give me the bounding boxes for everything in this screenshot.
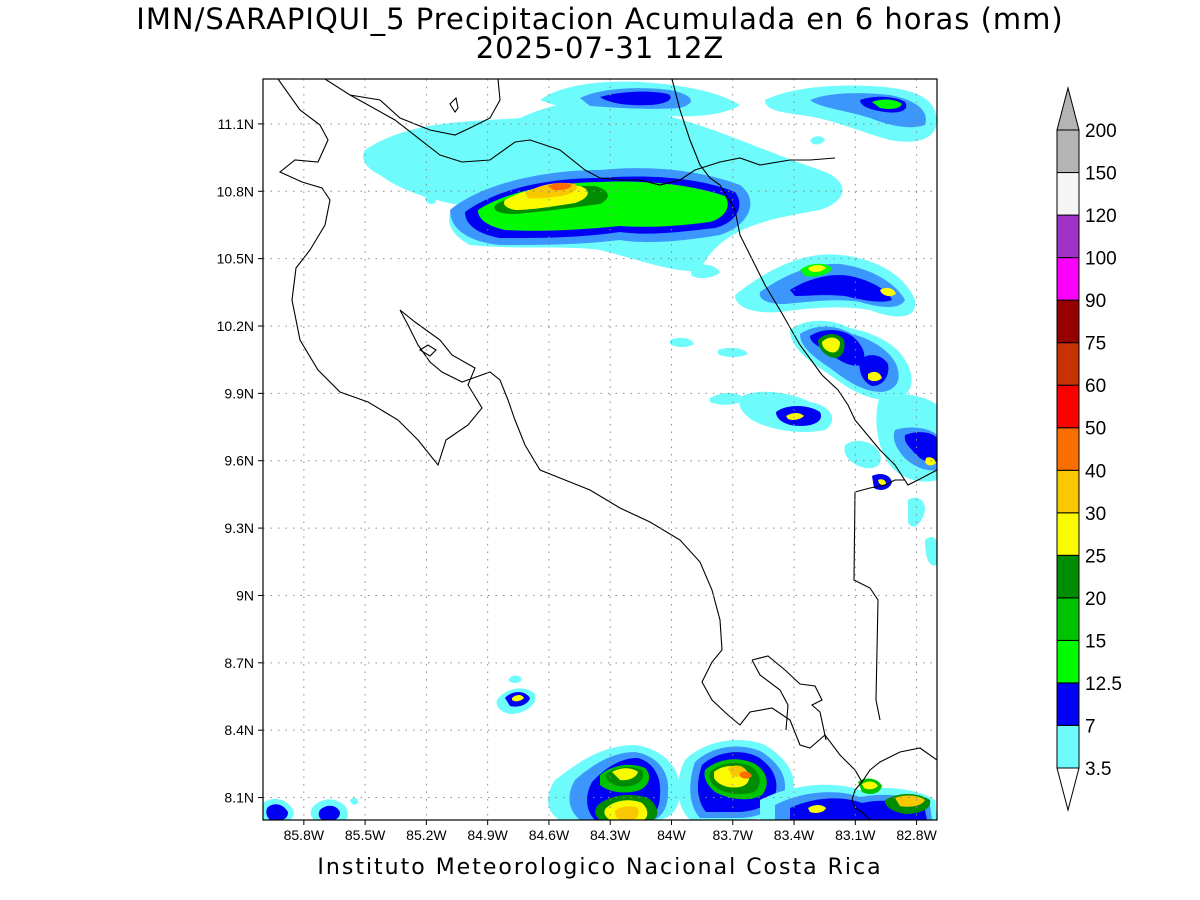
lat-tick-label: 9.9N (224, 385, 254, 401)
precip-contour-level-6 (808, 265, 826, 272)
lon-tick-label: 85.8W (284, 827, 325, 843)
colorbar-min-arrow (1056, 767, 1080, 812)
precip-contour-level-2 (266, 804, 288, 820)
colorbar-swatch (1056, 427, 1080, 471)
lon-tick-label: 84.3W (590, 827, 631, 843)
coastline (277, 79, 937, 820)
precip-contour-level-8 (548, 182, 572, 191)
lon-tick-label: 84.9W (467, 827, 508, 843)
lat-tick-label: 9.3N (224, 520, 254, 536)
precip-contour-level-6 (880, 287, 896, 297)
precip-contour-level-3 (872, 99, 902, 109)
precip-contour-level-6 (868, 371, 882, 382)
colorbar-level-label: 50 (1085, 419, 1106, 440)
lat-tick-label: 8.4N (224, 722, 254, 738)
lon-tick-label: 83.1W (835, 827, 876, 843)
colorbar-level-label: 60 (1085, 376, 1106, 397)
precip-contour-level-7 (895, 795, 925, 807)
lat-tick-label: 11.1N (218, 116, 254, 132)
lat-tick-label: 10.8N (217, 183, 254, 199)
lon-tick-label: 82.8W (896, 827, 937, 843)
colorbar-level-label: 7 (1085, 716, 1096, 737)
colorbar-level-label: 75 (1085, 334, 1106, 355)
precip-contour-level-6 (808, 805, 826, 813)
colorbar-swatch (1056, 597, 1080, 641)
lat-tick-label: 8.1N (224, 790, 254, 806)
colorbar-level-label: 25 (1085, 546, 1106, 567)
colorbar-level-label: 3.5 (1085, 759, 1111, 780)
lon-tick-label: 83.7W (713, 827, 754, 843)
precip-contour-level-2 (318, 805, 340, 820)
precip-contour-level-6 (612, 768, 638, 781)
colorbar-swatch (1056, 724, 1080, 769)
colorbar-swatch (1056, 554, 1080, 599)
colorbar-level-label: 12.5 (1085, 674, 1122, 695)
colorbar-level-label: 120 (1085, 206, 1117, 227)
lat-tick-label: 9N (236, 587, 254, 603)
precip-contour-level-0 (710, 392, 745, 405)
colorbar-swatch (1056, 129, 1080, 174)
colorbar-swatch (1056, 257, 1080, 301)
colorbar-swatch (1056, 299, 1080, 344)
precip-contour-level-0 (425, 195, 436, 205)
map-frame (262, 78, 938, 821)
colorbar-level-label: 30 (1085, 504, 1106, 525)
precip-contour-level-0 (690, 264, 720, 279)
colorbar-level-label: 150 (1085, 164, 1117, 185)
precip-contour-level-6 (862, 781, 878, 790)
colorbar-level-label: 40 (1085, 461, 1106, 482)
lat-axis-labels: 11.1N 10.8N 10.5N 10.2N 9.9N 9.6N 9.3N 9N 8.7N 8.… (217, 116, 263, 806)
lon-tick-label: 85.2W (406, 827, 447, 843)
precip-contour-level-0 (844, 440, 881, 469)
precip-contour-level-2 (600, 91, 671, 106)
precip-contour-level-0 (810, 136, 825, 145)
colorbar-level-label: 15 (1085, 631, 1106, 652)
precip-contour-level-0 (508, 675, 522, 683)
colorbar-legend: 3.5 7 12.5 15 20 25 30 40 50 60 75 90 100 120 150 200 (1056, 86, 1122, 812)
colorbar-swatch (1056, 384, 1080, 429)
colorbar-level-label: 200 (1085, 121, 1117, 142)
precip-contour-level-0 (718, 347, 748, 357)
colorbar-swatch (1056, 214, 1080, 259)
colorbar-swatch (1056, 639, 1080, 684)
colorbar-swatch (1056, 512, 1080, 556)
precip-contour-level-2 (904, 432, 937, 463)
lat-tick-label: 10.2N (217, 318, 254, 334)
precip-contour-level-6 (878, 479, 886, 485)
lat-tick-label: 9.6N (224, 453, 254, 469)
precip-contour-level-6 (822, 337, 840, 353)
precip-contour-level-2 (790, 274, 892, 302)
precip-contour-level-6 (925, 457, 936, 466)
colorbar-swatch (1056, 469, 1080, 514)
colorbar-swatch (1056, 342, 1080, 386)
precip-contour-level-8 (740, 771, 752, 779)
precip-contour-level-0 (670, 337, 694, 347)
colorbar-level-label: 90 (1085, 291, 1106, 312)
lon-tick-label: 83.4W (774, 827, 815, 843)
lat-tick-label: 8.7N (224, 655, 254, 671)
precip-contour-level-6 (786, 413, 804, 420)
map-datetime: 2025-07-31 12Z (475, 31, 725, 65)
colorbar-level-label: 100 (1085, 249, 1117, 270)
map-title: IMN/SARAPIQUI_5 Precipitacion Acumulada … (136, 2, 1064, 36)
colorbar-level-label: 20 (1085, 589, 1106, 610)
lon-axis-labels: 85.8W 85.5W 85.2W 84.9W 84.6W 84.3W 84W 83.7W 83… (284, 820, 938, 843)
precip-contour-level-0 (908, 497, 925, 527)
precip-contour-level-7 (615, 806, 639, 820)
precipitation-field (263, 81, 937, 820)
lon-tick-label: 85.5W (345, 827, 386, 843)
precip-contour-level-0 (925, 537, 937, 566)
footer-credit: Instituto Meteorologico Nacional Costa R… (317, 855, 883, 880)
lon-tick-label: 84.6W (529, 827, 570, 843)
colorbar-swatch (1056, 682, 1080, 726)
colorbar-max-arrow (1056, 86, 1080, 131)
lat-tick-label: 10.5N (217, 251, 254, 267)
precip-contour-level-0 (350, 797, 358, 805)
precip-contour-level-6 (512, 695, 524, 702)
colorbar-swatch (1056, 172, 1080, 216)
lon-tick-label: 84W (657, 827, 687, 843)
